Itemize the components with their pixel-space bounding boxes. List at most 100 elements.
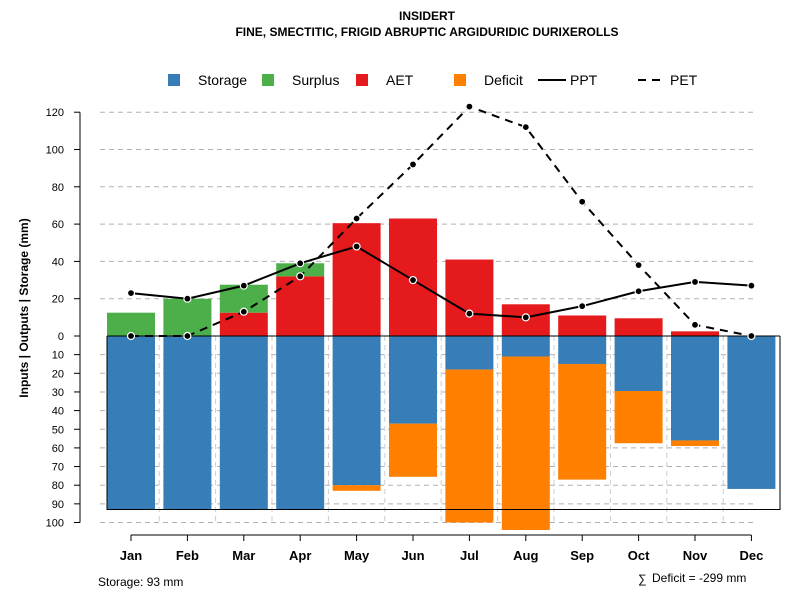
point-pet-nov — [690, 320, 700, 329]
y-tick-label: 60 — [52, 219, 64, 231]
y-tick-label: 20 — [52, 368, 64, 380]
bar-storage-may — [332, 336, 381, 486]
legend-label-aet: AET — [386, 72, 414, 88]
y-tick-label: 60 — [52, 443, 64, 455]
bar-deficit-jul — [445, 369, 494, 523]
line-pet — [131, 105, 752, 337]
bar-surplus-apr — [276, 263, 325, 277]
point-pet-dec — [747, 331, 756, 341]
deficit-annotation: Deficit = -299 mm — [652, 571, 746, 585]
bar-aet-may — [332, 223, 381, 336]
y-tick-label: 120 — [46, 107, 64, 119]
chart-subtitle: FINE, SMECTITIC, FRIGID ABRUPTIC ARGIDUR… — [235, 25, 618, 39]
bar-storage-nov — [671, 336, 719, 441]
y-tick-label: 40 — [52, 406, 64, 418]
point-ppt-dec — [747, 281, 756, 290]
bar-deficit-jun — [389, 423, 437, 477]
y-tick-label: 80 — [52, 182, 64, 194]
legend-swatch-surplus — [262, 74, 274, 86]
x-tick-label-nov: Nov — [683, 548, 708, 563]
point-pet-may — [352, 214, 361, 223]
point-pet-mar — [239, 307, 248, 316]
point-pet-feb — [183, 331, 192, 341]
bar-storage-mar — [219, 336, 268, 510]
x-tick-label-jan: Jan — [120, 548, 142, 563]
bar-deficit-aug — [501, 356, 550, 530]
x-tick-label-dec: Dec — [739, 548, 763, 563]
y-tick-label: 30 — [52, 387, 64, 399]
legend-label-deficit: Deficit — [484, 72, 523, 88]
legend-label-ppt: PPT — [570, 72, 598, 88]
y-tick-label: 100 — [46, 145, 64, 157]
bar-storage-jul — [445, 336, 494, 370]
legend-label-pet: PET — [670, 72, 698, 88]
y-tick-label: 20 — [52, 294, 64, 306]
point-ppt-mar — [239, 281, 248, 290]
line-ppt — [130, 245, 752, 319]
point-ppt-jun — [408, 275, 418, 285]
bar-aet-nov — [671, 331, 719, 336]
bar-storage-dec — [727, 336, 776, 489]
point-pet-sep — [578, 197, 587, 206]
x-tick-label-sep: Sep — [570, 548, 594, 563]
bar-surplus-jan — [107, 312, 155, 336]
bar-aet-jul — [445, 259, 494, 336]
point-ppt-sep — [578, 302, 587, 311]
y-tick-label: 50 — [52, 424, 64, 436]
bar-deficit-sep — [558, 363, 607, 480]
point-ppt-jan — [126, 289, 136, 298]
y-tick-label: 0 — [58, 331, 64, 343]
storage-capacity-outline — [106, 336, 781, 510]
lines-layer — [126, 102, 756, 341]
legend-label-storage: Storage — [198, 72, 247, 88]
bar-storage-sep — [558, 336, 607, 364]
y-tick-label: 40 — [52, 256, 64, 268]
point-ppt-nov — [690, 277, 700, 287]
y-axis-label: Inputs | Outputs | Storage (mm) — [17, 218, 31, 397]
bar-storage-apr — [276, 336, 325, 510]
x-tick-label-mar: Mar — [232, 548, 255, 563]
bars-layer — [106, 218, 781, 530]
legend-swatch-aet — [356, 74, 368, 86]
point-ppt-jul — [465, 309, 474, 318]
legend-swatch-storage — [168, 74, 180, 86]
bar-aet-oct — [614, 318, 663, 336]
bar-aet-mar — [219, 312, 268, 336]
x-tick-label-jul: Jul — [460, 548, 479, 563]
x-tick-label-oct: Oct — [628, 548, 650, 563]
x-tick-label-feb: Feb — [176, 548, 199, 563]
y-tick-label: 100 — [46, 518, 64, 530]
chart-title: INSIDERT — [399, 9, 456, 23]
point-pet-jul — [465, 102, 474, 111]
y-tick-label: 90 — [52, 499, 64, 511]
bar-storage-jun — [389, 336, 437, 424]
chart-legend: Storage Surplus AET Deficit PPT PET — [168, 72, 698, 88]
sum-symbol: ∑ — [638, 572, 647, 586]
bar-surplus-feb — [163, 298, 212, 336]
bar-storage-aug — [501, 336, 550, 357]
y-tick-label: 10 — [52, 350, 64, 362]
legend-swatch-deficit — [454, 74, 466, 86]
legend-label-surplus: Surplus — [292, 72, 339, 88]
point-ppt-feb — [183, 294, 192, 303]
bar-deficit-may — [332, 485, 381, 491]
y-tick-label: 70 — [52, 462, 64, 474]
bar-storage-jan — [107, 336, 155, 510]
y-tick-label: 80 — [52, 480, 64, 492]
bar-storage-feb — [163, 336, 212, 510]
bar-aet-apr — [276, 276, 325, 336]
point-pet-aug — [521, 123, 530, 132]
bar-storage-oct — [614, 336, 663, 392]
x-tick-label-aug: Aug — [513, 548, 538, 563]
point-ppt-apr — [296, 259, 305, 268]
bar-aet-sep — [558, 315, 607, 336]
x-axis: Jan Feb Mar Apr May Jun Jul Aug Sep Oct Nov Dec — [120, 534, 763, 563]
point-pet-oct — [634, 261, 643, 270]
point-pet-jan — [126, 331, 136, 341]
point-pet-jun — [408, 160, 418, 169]
y-axis: 0 20 40 60 80 100 120 10 20 30 40 50 60 70 80 90 100 — [46, 107, 81, 530]
x-tick-label-may: May — [344, 548, 370, 563]
point-ppt-oct — [634, 287, 643, 296]
point-ppt-may — [352, 242, 361, 251]
